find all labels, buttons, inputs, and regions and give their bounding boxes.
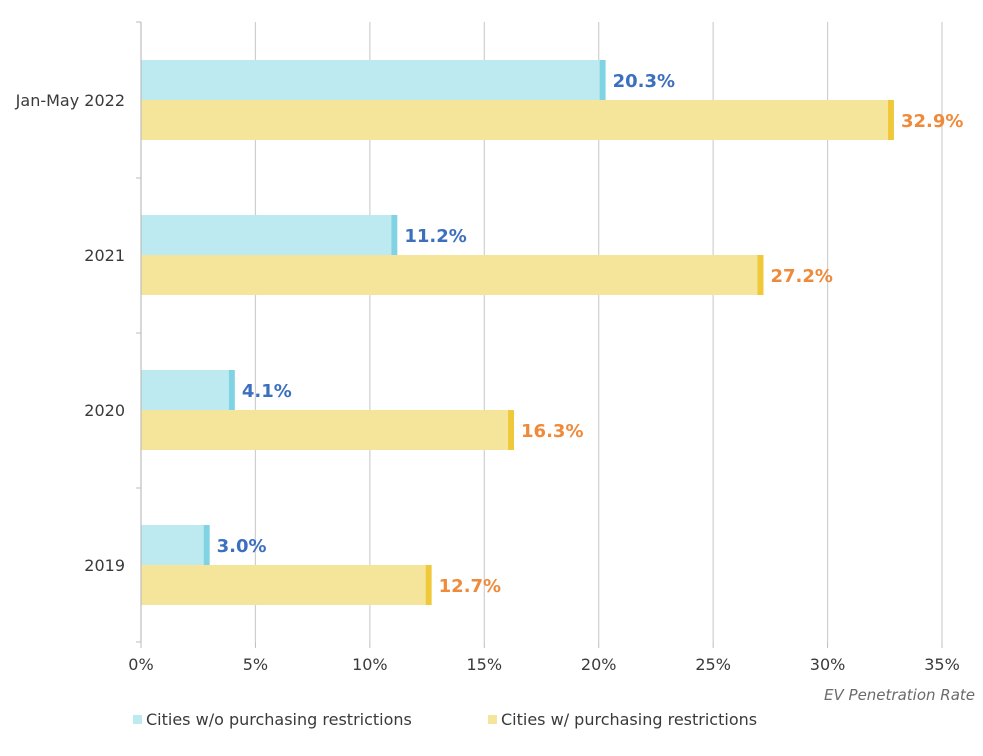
data-label: 27.2%	[770, 266, 832, 287]
bar	[141, 370, 229, 410]
x-axis-title: EV Penetration Rate	[824, 686, 975, 704]
bar	[141, 565, 426, 605]
axes	[136, 21, 943, 648]
data-label: 11.2%	[404, 226, 466, 247]
data-label: 4.1%	[242, 381, 292, 402]
x-tick-label: 20%	[581, 655, 617, 674]
labels: 0% 5% 10% 15% 20% 25% 30% 35% Jan-May 2022 2021 20…	[15, 71, 964, 674]
bars	[141, 60, 894, 605]
category-label: 2019	[84, 556, 125, 575]
bar-end-accent	[599, 60, 606, 100]
legend: Cities w/o purchasing restrictions Cities…	[133, 710, 757, 729]
x-tick-label: 35%	[924, 655, 960, 674]
bar-end-accent	[391, 215, 398, 255]
bar	[141, 215, 392, 255]
category-label: 2021	[84, 246, 125, 265]
bar-end-accent	[508, 410, 515, 450]
x-tick-label: 30%	[810, 655, 846, 674]
legend-swatch	[488, 715, 497, 724]
bar	[141, 525, 204, 565]
data-label: 16.3%	[521, 421, 583, 442]
x-tick-label: 5%	[243, 655, 268, 674]
bar-end-accent	[757, 255, 764, 295]
data-label: 12.7%	[439, 576, 501, 597]
legend-swatch	[133, 715, 142, 724]
legend-label: Cities w/o purchasing restrictions	[146, 710, 412, 729]
x-tick-label: 10%	[352, 655, 388, 674]
bar-end-accent	[425, 565, 432, 605]
bar	[141, 100, 888, 140]
legend-label: Cities w/ purchasing restrictions	[501, 710, 757, 729]
x-tick-label: 25%	[695, 655, 731, 674]
bar-end-accent	[887, 100, 894, 140]
category-label: 2020	[84, 401, 125, 420]
x-tick-label: 15%	[467, 655, 503, 674]
bar-end-accent	[203, 525, 210, 565]
bar	[141, 60, 600, 100]
category-label: Jan-May 2022	[15, 91, 125, 110]
bar-end-accent	[228, 370, 235, 410]
data-label: 3.0%	[217, 536, 267, 557]
bar	[141, 255, 758, 295]
data-label: 32.9%	[901, 111, 963, 132]
data-label: 20.3%	[613, 71, 675, 92]
x-tick-label: 0%	[128, 655, 153, 674]
bar	[141, 410, 509, 450]
